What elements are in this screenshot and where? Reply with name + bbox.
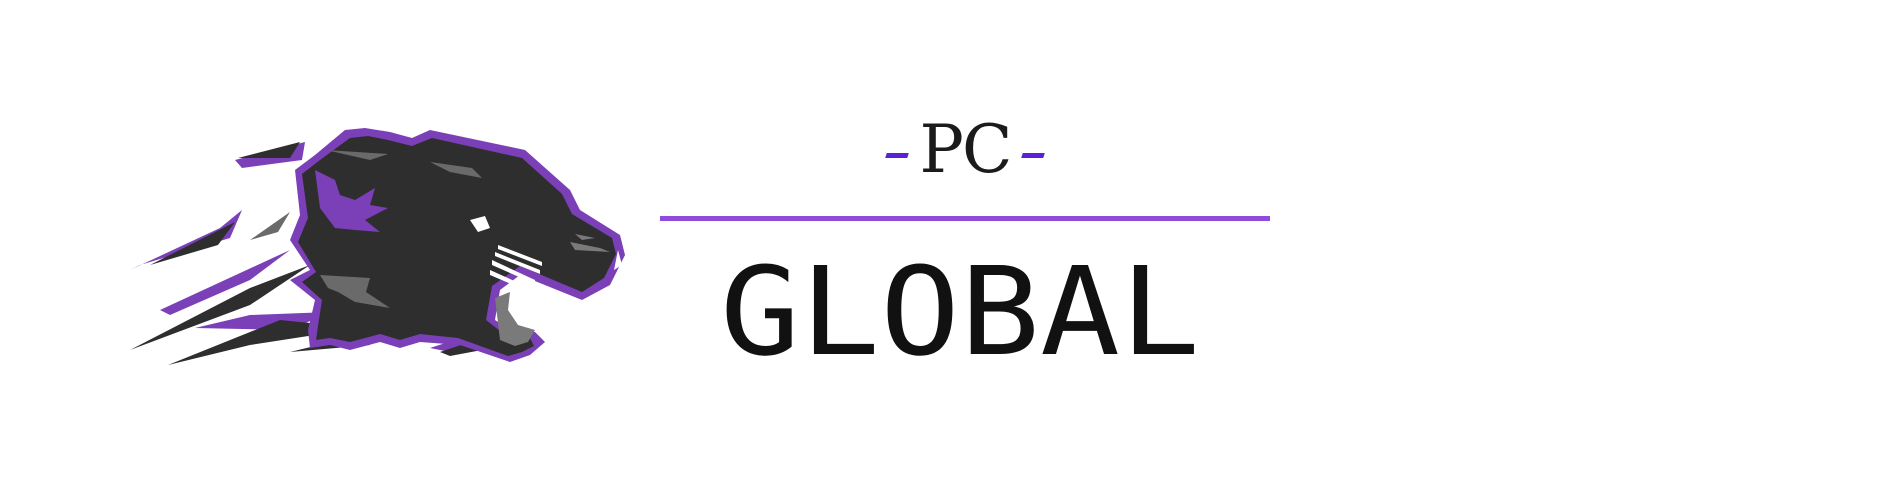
brand-bottom-wordmark: GLOBAL [720,262,1200,362]
brand-divider [660,216,1270,221]
panther-head-icon [130,128,625,365]
dash-right-icon [1021,153,1045,158]
brand-top-text: PC [919,111,1013,188]
brand-bottom-text: GLOBAL [720,262,1200,362]
brand-top-row: PC [880,115,1050,185]
dash-left-icon [885,153,909,158]
